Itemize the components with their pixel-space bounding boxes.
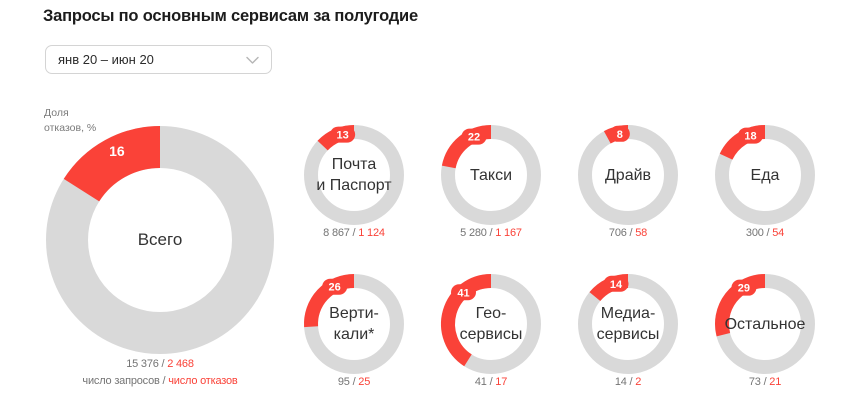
donut-percent-badge xyxy=(737,127,763,144)
donut-values: 300 / 54 xyxy=(635,225,859,242)
requests-count: 8 867 / xyxy=(323,227,359,239)
donut-percent-badge xyxy=(330,126,356,143)
donut-percent-badge xyxy=(322,278,348,295)
donut-percent-label: 8 xyxy=(617,129,623,141)
donut-values: 41 / 17 xyxy=(361,374,621,391)
requests-count: 14 / xyxy=(614,376,636,388)
requests-count: 5 280 / xyxy=(460,227,496,239)
donut-failure-segment[interactable] xyxy=(63,126,161,203)
donut-values: 5 280 / 1 167 xyxy=(361,225,621,242)
donut-failure-segment[interactable] xyxy=(715,274,766,337)
failures-count: 2 468 xyxy=(167,358,194,370)
donut-center-label: Драйв xyxy=(604,166,652,184)
requests-count: 706 / xyxy=(608,227,636,239)
donut-percent-badge xyxy=(461,128,487,145)
donut-center-label: Всего xyxy=(137,230,183,249)
donut-percent-badge xyxy=(731,279,757,296)
donut-failure-segment[interactable] xyxy=(441,274,492,367)
failures-count: 58 xyxy=(635,227,648,239)
failures-count: 21 xyxy=(769,376,782,388)
donut-chart-service-2: 22 Такси xyxy=(441,125,541,225)
donut-percent-label: 14 xyxy=(610,279,623,291)
failures-count: 1 124 xyxy=(358,227,385,239)
requests-count: 41 / xyxy=(474,376,496,388)
donut-chart-service-1: 13 Почта и Паспорт xyxy=(304,125,404,225)
values-legend: число запросов / число отказов xyxy=(82,375,238,387)
donut-percent-label: 16 xyxy=(109,143,125,159)
donut-percent-label: 18 xyxy=(744,131,756,143)
donut-percent-label: 13 xyxy=(337,130,349,142)
donut-center-label: Такси xyxy=(469,166,513,184)
donut-values: 14 / 2 xyxy=(498,374,758,391)
donut-failure-segment[interactable] xyxy=(304,274,355,328)
donut-chart-total: 16 Всего xyxy=(46,126,274,354)
donut-chart-service-3: 8 Драйв xyxy=(578,125,678,225)
donut-chart-service-6: 41 Гео-сервисы xyxy=(441,274,541,374)
failure-share-note: Доля отказов, % xyxy=(44,107,97,134)
donut-center-label: Еда xyxy=(750,166,780,184)
period-select-value: янв 20 – июн 20 xyxy=(58,52,154,67)
donut-chart-service-7: 14 Медиа-сервисы xyxy=(578,274,678,374)
requests-count: 15 376 / xyxy=(126,358,168,370)
donut-center-label: Остальное xyxy=(724,315,806,333)
donut-chart-service-8: 29 Остальное xyxy=(715,274,815,374)
donut-chart-service-5: 26 Верти-кали* xyxy=(304,274,404,374)
donut-center-label: Медиа-сервисы xyxy=(596,305,660,343)
failures-count: 25 xyxy=(358,376,371,388)
donut-values: 73 / 21 xyxy=(635,374,859,391)
page-title: Запросы по основным сервисам за полугоди… xyxy=(43,7,418,25)
donut-percent-label: 26 xyxy=(329,282,341,294)
donut-values: 706 / 58 xyxy=(498,225,758,242)
donut-percent-label: 29 xyxy=(738,283,750,295)
donut-percent-badge xyxy=(609,125,630,142)
donut-center-label: Гео-сервисы xyxy=(459,305,523,343)
donut-values: 95 / 25 xyxy=(224,374,484,391)
donut-values: 15 376 / 2 468 число запросов / число отк… xyxy=(30,356,290,390)
failures-count: 1 167 xyxy=(495,227,522,239)
requests-count: 95 / xyxy=(337,376,359,388)
donut-percent-badge xyxy=(451,284,477,301)
failures-count: 54 xyxy=(772,227,785,239)
requests-count: 73 / xyxy=(748,376,770,388)
donut-chart-service-4: 18 Еда xyxy=(715,125,815,225)
failures-count: 17 xyxy=(495,376,508,388)
period-select[interactable]: янв 20 – июн 20 xyxy=(45,45,272,74)
donut-percent-label: 22 xyxy=(468,132,480,144)
donut-percent-label: 41 xyxy=(457,287,469,299)
requests-count: 300 / xyxy=(745,227,773,239)
donut-values: 8 867 / 1 124 xyxy=(224,225,484,242)
chevron-down-icon xyxy=(246,56,259,64)
failures-count: 2 xyxy=(635,376,642,388)
donut-percent-badge xyxy=(603,275,629,292)
donut-center-label: Почта и Паспорт xyxy=(316,156,392,194)
donut-center-label: Верти-кали* xyxy=(329,305,379,343)
